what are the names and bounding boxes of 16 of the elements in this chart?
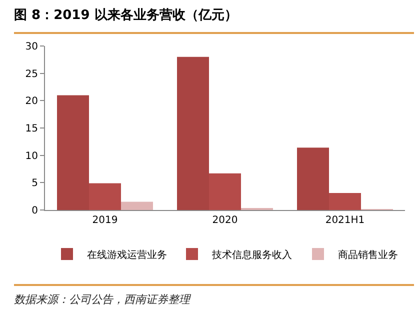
legend-label: 在线游戏运营业务 [87,248,167,261]
y-tick-label: 25 [25,68,38,80]
y-tick-label: 10 [25,150,38,162]
x-tick-label: 2020 [212,215,238,226]
x-tick-label: 2021H1 [325,215,365,226]
legend-label: 技术信息服务收入 [211,248,292,261]
source-note: 数据来源：公司公告，西南证券整理 [14,292,190,307]
y-tick-label: 0 [32,206,38,216]
y-tick-label: 5 [32,178,38,190]
y-tick-label: 30 [25,42,38,52]
chart-title: 图 8：2019 以来各业务营收（亿元） [14,7,238,24]
y-tick-label: 20 [25,96,38,108]
legend-label: 商品销售业务 [338,248,398,261]
y-tick-label: 15 [25,124,38,134]
x-tick-label: 2019 [92,215,118,226]
bar [121,202,153,210]
